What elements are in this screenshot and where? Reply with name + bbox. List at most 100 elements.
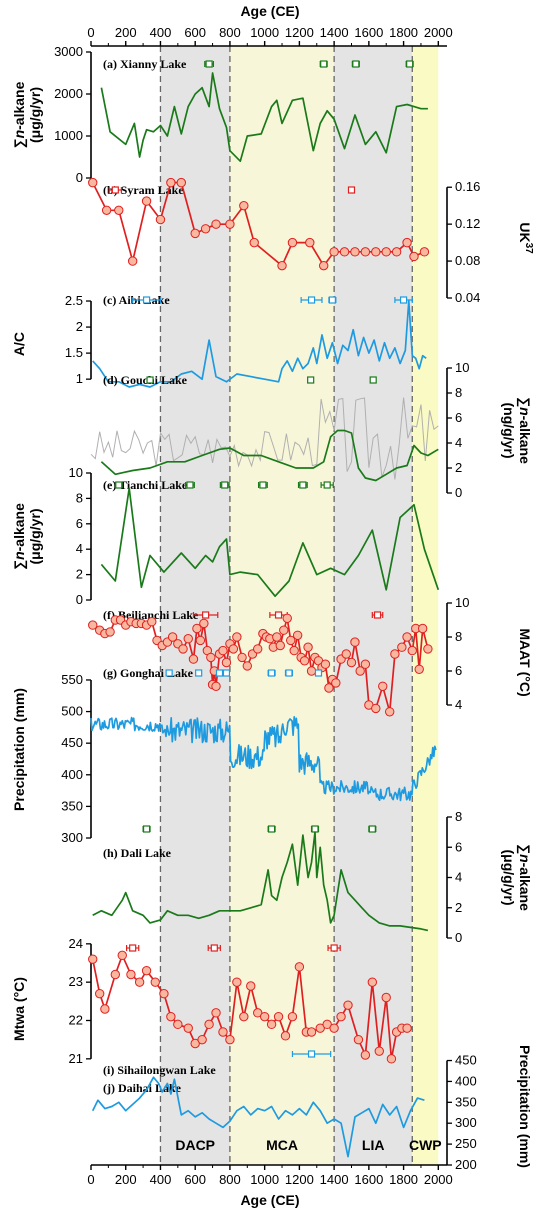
date-marker xyxy=(406,60,414,68)
y-tick-label: 350 xyxy=(61,798,83,813)
data-point xyxy=(397,642,407,652)
y-tick-label: 3000 xyxy=(54,44,83,59)
series-line xyxy=(92,300,427,388)
x-tick-label-top: 400 xyxy=(150,25,172,40)
panel-label: (i) Sihailongwan Lake xyxy=(103,1063,216,1077)
data-point xyxy=(324,683,334,693)
y-tick-label: 10 xyxy=(69,465,83,480)
x-tick-label-top: 2000 xyxy=(424,25,453,40)
x-tick-label-bottom: 2000 xyxy=(424,1172,453,1187)
y-axis-title: ∑n-alkane xyxy=(516,844,533,911)
data-point xyxy=(360,1050,371,1060)
date-marker xyxy=(115,481,123,489)
x-tick-label-bottom: 0 xyxy=(87,1172,94,1187)
data-point xyxy=(287,237,298,248)
period-label-dacp: DACP xyxy=(175,1137,215,1153)
data-point xyxy=(371,247,381,257)
data-point xyxy=(225,219,235,229)
y-tick-label: 8 xyxy=(455,629,462,644)
data-point xyxy=(402,237,412,248)
date-marker xyxy=(205,60,213,68)
data-point xyxy=(386,1054,397,1064)
data-point xyxy=(253,644,263,654)
data-point xyxy=(94,988,105,999)
panel-e: 0 2 4 6 8 10 ∑n-alkane (μg/g/yr) (e) Tianchi Lak… xyxy=(11,465,440,607)
data-point xyxy=(286,635,296,646)
data-point xyxy=(272,632,282,642)
data-point xyxy=(306,1027,317,1037)
data-point xyxy=(391,247,402,257)
y-tick-label: 0.08 xyxy=(455,253,480,268)
data-point xyxy=(242,661,252,671)
data-point xyxy=(239,200,249,211)
data-point xyxy=(280,1031,291,1041)
data-point xyxy=(134,977,145,987)
data-point xyxy=(237,652,247,663)
data-point xyxy=(192,623,202,634)
data-point xyxy=(197,1034,207,1045)
x-tick-label-bottom: 600 xyxy=(184,1172,206,1187)
data-point xyxy=(221,657,232,668)
y-tick-label: 400 xyxy=(61,767,83,782)
data-point xyxy=(100,1004,110,1014)
data-point xyxy=(336,1011,346,1022)
data-point xyxy=(374,1046,384,1056)
date-marker xyxy=(369,376,377,384)
data-point xyxy=(339,247,350,257)
x-tick-label-top: 1200 xyxy=(285,25,314,40)
y-tick-label: 6 xyxy=(76,516,83,531)
y-tick-label: 450 xyxy=(61,735,83,750)
data-point xyxy=(114,205,124,216)
data-point xyxy=(199,618,209,629)
data-point xyxy=(353,1034,364,1045)
y-axis-title: A/C xyxy=(11,332,27,356)
series-line xyxy=(100,429,439,482)
y-tick-label: 8 xyxy=(455,809,462,824)
data-point xyxy=(346,657,357,668)
y-tick-label: 10 xyxy=(455,595,469,610)
data-point xyxy=(279,625,289,635)
data-point xyxy=(282,613,292,623)
x-tick-label-bottom: 400 xyxy=(150,1172,172,1187)
y-tick-label: 1000 xyxy=(54,128,83,143)
y-tick-label: 300 xyxy=(61,830,83,845)
data-point xyxy=(141,196,152,206)
panel-i: 21 22 23 24 Mtwa (°C) (i) Sihailongwan Lake xyxy=(11,936,412,1077)
y-tick-label: 500 xyxy=(61,704,83,719)
panel-h: 0 2 4 6 8 ∑n-alkane(μg/g/yr) (h) Dali Lake xyxy=(92,809,533,945)
data-point xyxy=(190,1038,200,1049)
data-point xyxy=(183,634,193,644)
y-tick-label: 22 xyxy=(69,1013,83,1028)
y-axis-title: ∑n-alkane xyxy=(11,503,28,570)
series-line xyxy=(100,487,440,598)
y-axis-title: Precipitation (mm) xyxy=(11,688,27,811)
data-point xyxy=(381,992,391,1003)
data-point xyxy=(178,644,188,654)
y-tick-label: 0 xyxy=(76,170,83,185)
date-marker xyxy=(307,1050,316,1058)
background-series-line xyxy=(90,397,439,480)
date-marker xyxy=(210,944,218,952)
panel-a: 0 1000 2000 3000 ∑n-alkane (μg/g/yr) (a) Xiann… xyxy=(11,44,428,185)
y-axis-title-units: (μg/g/yr) xyxy=(27,87,43,143)
data-point xyxy=(423,644,433,654)
data-point xyxy=(211,681,221,691)
data-point xyxy=(147,617,157,627)
y-axis-title: Mtwa (°C) xyxy=(11,977,27,1041)
panel-d: 0 2 4 6 8 10 ∑n-alkane(ng/g/yr) (d) Gouchi Lake xyxy=(90,360,533,500)
data-point xyxy=(419,247,430,257)
y-tick-label: 200 xyxy=(455,1157,477,1172)
panel-c: 11.522.5A/C(c) Aibi Lake xyxy=(11,293,427,388)
data-point xyxy=(232,632,242,642)
data-point xyxy=(211,1008,221,1018)
y-axis-title: MAAT (°C) xyxy=(517,628,533,696)
period-band-mca xyxy=(229,46,335,1165)
x-tick-label-bottom: 1800 xyxy=(389,1172,418,1187)
panel-f: 4 6 8 10 MAAT (°C) (f) Beilianchi Lake xyxy=(88,595,533,717)
x-tick-label-top: 1400 xyxy=(320,25,349,40)
date-marker xyxy=(142,825,151,833)
data-point xyxy=(287,1011,298,1022)
data-point xyxy=(150,977,160,987)
x-tick-label-bottom: 800 xyxy=(219,1172,241,1187)
